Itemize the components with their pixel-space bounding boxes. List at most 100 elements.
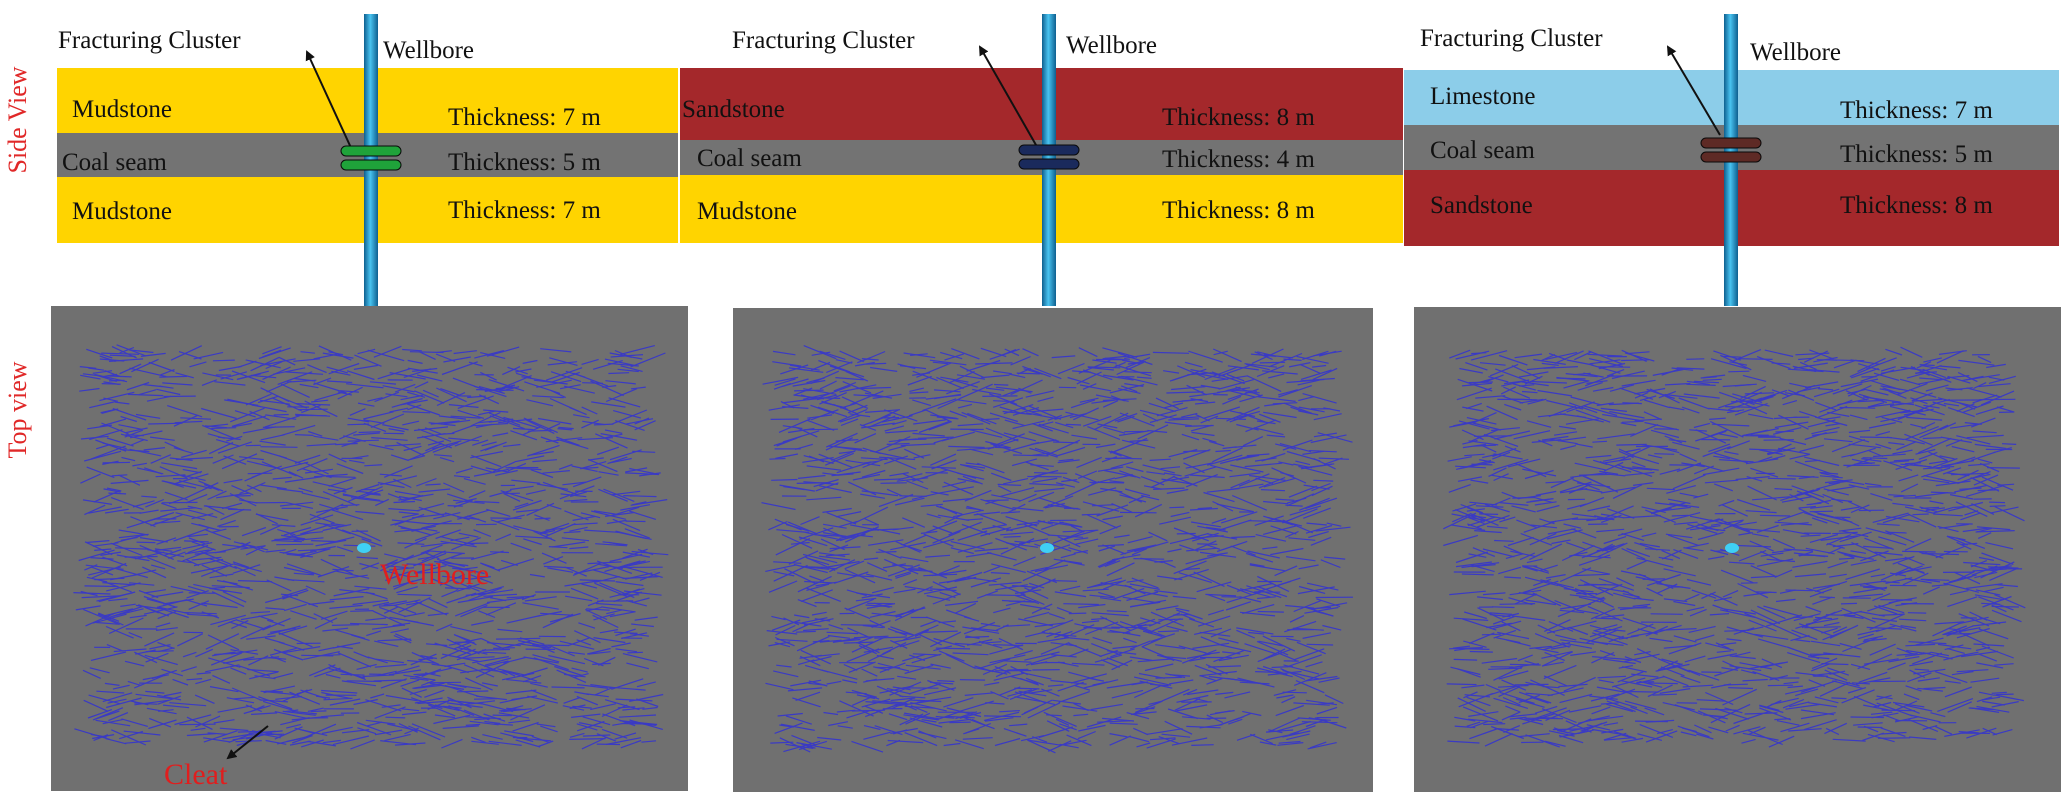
cleat-line (1051, 355, 1076, 359)
cleat-line (92, 370, 113, 374)
cleat-line (1880, 366, 1916, 374)
cleat-line (1198, 554, 1221, 562)
cleat-line (468, 361, 483, 367)
cleat-line (1912, 652, 1943, 665)
cleat-line (1808, 369, 1840, 373)
cleat-line (184, 612, 217, 615)
cleat-line (1683, 393, 1720, 399)
cleat-line (1263, 525, 1297, 535)
cleat-line (980, 526, 1012, 537)
cleat-line (407, 391, 426, 398)
cleat-line (439, 415, 467, 420)
cleat-line (1530, 524, 1558, 529)
cleat-line (588, 457, 604, 461)
cleat-line (184, 540, 209, 543)
cleat-line (1535, 647, 1559, 654)
cleat-line (1313, 432, 1337, 438)
cleat-line (524, 596, 557, 602)
cleat-line (1863, 725, 1879, 733)
cleat-line (1062, 529, 1099, 533)
rock-label-2-3: Mudstone (697, 198, 797, 225)
cleat-line (917, 436, 954, 439)
cleat-line (801, 617, 828, 624)
cleat-line (1518, 694, 1540, 704)
cleat-line (1070, 624, 1095, 636)
cleat-line (1239, 394, 1263, 403)
cleat-line (1928, 451, 1948, 462)
cleat-line (1046, 631, 1062, 638)
cleat-line (274, 711, 308, 719)
cleat-line (1509, 589, 1542, 596)
cleat-line (1044, 559, 1066, 570)
cleat-line (1794, 460, 1831, 475)
cleat-line (412, 367, 438, 372)
cleat-line (1153, 487, 1185, 490)
cleat-line (571, 667, 588, 673)
cleat-line (858, 645, 877, 655)
cleat-line (490, 519, 520, 531)
cleat-line (780, 723, 815, 731)
cleat-line (612, 518, 641, 532)
layer-2-1 (680, 68, 1403, 140)
cluster-disc (1018, 158, 1080, 170)
cleat-line (259, 440, 286, 446)
cleat-line (447, 665, 469, 674)
cleat-line (1658, 390, 1677, 399)
cleat-line (387, 723, 418, 732)
cleat-line (611, 642, 631, 648)
thickness-label-2-1: Thickness: 8 m (1162, 104, 1315, 131)
cleat-line (591, 401, 626, 408)
cleat-line (962, 475, 983, 485)
cleat-line (993, 433, 1025, 447)
cleat-line (1303, 484, 1330, 490)
cleat-line (368, 443, 394, 451)
cleat-line (1782, 400, 1798, 406)
cleat-line (1265, 732, 1300, 741)
cleat-line (1896, 441, 1917, 451)
cleat-line (618, 714, 657, 718)
cleat-line (1788, 389, 1815, 401)
cleat-line (1728, 397, 1763, 411)
cleat-line (1729, 361, 1748, 366)
cleat-line (447, 505, 463, 507)
cleat-line (250, 374, 277, 379)
cleat-line (1935, 545, 1966, 559)
cleat-line (1990, 565, 2012, 569)
cleat-line (414, 600, 448, 616)
cleat-line (1746, 476, 1763, 482)
cleat-line (128, 349, 154, 354)
cleat-line (840, 418, 859, 427)
cleat-line (845, 459, 881, 467)
cleat-line (991, 563, 1026, 573)
cleat-line (1715, 707, 1749, 720)
cleat-line (995, 537, 1028, 551)
cleat-line (800, 589, 833, 602)
cleat-line (300, 729, 328, 736)
cleat-line (1589, 359, 1621, 365)
cleat-line (436, 392, 466, 407)
cleat-line (213, 719, 235, 724)
cleat-line (779, 737, 811, 753)
cleat-line (774, 378, 796, 386)
cleat-line (1098, 545, 1116, 552)
cleat-line (1005, 600, 1026, 607)
cleat-line (89, 667, 110, 674)
cleat-line (1052, 699, 1081, 705)
cleat-line (1708, 407, 1739, 412)
cleat-line (1472, 412, 1497, 424)
cleat-line (997, 483, 1022, 486)
cleat-line (154, 548, 173, 552)
cleat-line (892, 526, 914, 531)
cleat-line (1026, 570, 1058, 584)
cleat-line (356, 663, 377, 670)
cleat-line (1813, 609, 1843, 621)
cleat-line (1124, 488, 1151, 497)
cleat-line (1461, 684, 1485, 689)
cleat-line (886, 687, 911, 695)
cleat-line (1606, 369, 1625, 377)
cleat-line (73, 592, 111, 595)
cleat-line (1617, 528, 1643, 537)
cleat-line (1624, 352, 1655, 362)
cleat-line (1285, 604, 1315, 609)
cleat-line (425, 442, 443, 452)
